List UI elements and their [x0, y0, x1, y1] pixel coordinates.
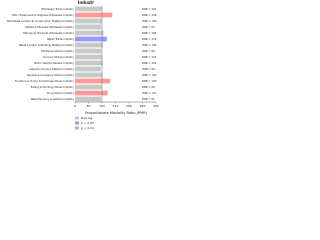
y-tick-label: Retail Nursery & Garden Industry — [31, 97, 74, 101]
bar — [75, 72, 103, 78]
bar — [75, 84, 102, 90]
x-axis-title: Proportionate Mortality Ratio (PMR) — [85, 111, 147, 115]
value-label: PMR = 103 — [142, 61, 157, 65]
value-label: PMR = 98 — [142, 49, 155, 53]
bar — [75, 6, 103, 12]
y-tick-label: Eating & Drinking Places Industry — [31, 85, 75, 89]
value-label: PMR = 130 — [142, 79, 157, 83]
y-tick-label: Grocery Stores Industry — [43, 55, 74, 59]
legend-swatch — [75, 116, 79, 120]
bar — [75, 12, 113, 18]
x-tick-label: 100 — [99, 104, 105, 108]
bar — [75, 18, 102, 24]
value-label: PMR = 101 — [142, 55, 157, 59]
value-label: PMR = 97 — [142, 25, 155, 29]
bar — [75, 96, 102, 102]
y-tick-label: Motor Vehicle Dealers Industry — [34, 61, 74, 65]
bar — [75, 60, 103, 66]
value-label: PMR = 100 — [142, 19, 157, 23]
bar — [75, 42, 104, 48]
value-label: PMR = 118 — [142, 37, 157, 41]
y-tick-label: Metals & Minerals Wholesale Industry — [25, 25, 74, 29]
legend-label: Non-sig — [81, 116, 92, 120]
bar — [75, 66, 101, 72]
bar — [75, 54, 103, 60]
x-tick-label: 0 — [74, 104, 76, 108]
bar — [75, 78, 111, 84]
legend-label: p < 0.01 — [81, 126, 94, 130]
legend-swatch — [75, 126, 79, 130]
value-label: PMR = 97 — [142, 97, 155, 101]
y-tick-label: Wholesale Trade Industry — [41, 7, 74, 11]
bar — [75, 90, 108, 96]
value-label: PMR = 106 — [142, 31, 157, 35]
x-tick-label: 250 — [140, 104, 146, 108]
x-tick-label: 50 — [87, 104, 91, 108]
value-label: PMR = 99 — [142, 85, 155, 89]
y-tick-label: Wholesale Lumber & Construction Material… — [7, 19, 75, 23]
y-tick-label: Hardware Stores Industry — [41, 49, 75, 53]
bar — [75, 30, 104, 36]
value-label: PMR = 138 — [142, 13, 157, 17]
chart: Industr Proportionate Mortality Ratio (P… — [7, 0, 159, 130]
x-tick-label: 200 — [126, 104, 132, 108]
legend-swatch — [75, 121, 79, 125]
y-tick-label: Furniture & Home Furnishings Stores Indu… — [15, 79, 75, 83]
y-tick-label: Misc. Equipment & Supplies Wholesale Ind… — [12, 13, 74, 17]
x-tick-label: 300 — [153, 104, 159, 108]
y-tick-label: Drug Stores Industry — [47, 91, 74, 95]
bar — [75, 48, 102, 54]
value-label: PMR = 102 — [142, 73, 157, 77]
bar — [75, 24, 102, 30]
chart-title: Industr — [78, 0, 94, 5]
value-label: PMR = 104 — [142, 43, 157, 47]
y-tick-label: Apparel & Accessory Stores Industry — [27, 73, 75, 77]
page: Industr Proportionate Mortality Ratio (P… — [6, 0, 159, 130]
value-label: PMR = 96 — [142, 67, 155, 71]
y-tick-label: Retail Trade Industry — [47, 37, 74, 41]
y-tick-label: Petroleum Products Wholesale Industry — [23, 31, 74, 35]
value-label: PMR = 101 — [142, 7, 157, 11]
legend-label: p < 0.05 — [81, 121, 94, 125]
y-tick-label: Retail Lumber & Building Material Indust… — [19, 43, 75, 47]
x-tick-label: 150 — [113, 104, 119, 108]
y-tick-label: Gasoline Service Stations Industry — [29, 67, 74, 71]
value-label: PMR = 121 — [142, 91, 157, 95]
bar — [75, 36, 107, 42]
